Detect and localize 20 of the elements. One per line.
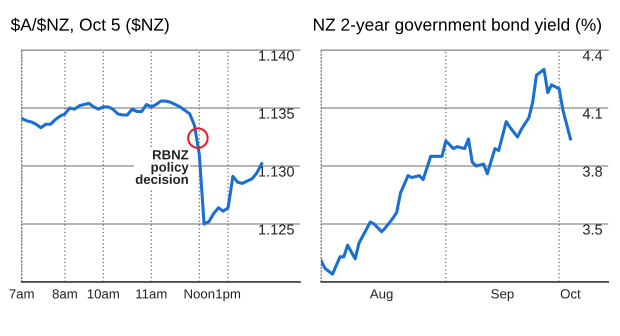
y-tick-label: 4.4	[582, 50, 602, 61]
x-tick-label: 1pm	[216, 289, 240, 302]
annotation: RBNZ policy decision	[136, 150, 189, 184]
x-tick-label: Aug	[370, 289, 392, 302]
y-tick-label: 1.140	[259, 50, 294, 61]
x-tick-label: 11am	[136, 289, 166, 299]
y-tick-label: 1.130	[259, 166, 294, 177]
y-tick-label: 1.135	[259, 108, 294, 119]
x-tick-label: Oct	[560, 289, 581, 299]
x-tick-label: Sep	[491, 289, 514, 302]
x-tick-label: 10am	[88, 289, 119, 299]
y-tick-label: 1.125	[259, 224, 294, 235]
chart-title: NZ 2-year government bond yield (%)	[314, 18, 601, 34]
x-tick-label: 7am	[10, 289, 34, 299]
chart-title: $A/$NZ, Oct 5 ($NZ)	[10, 18, 169, 34]
y-tick-label: 3.5	[582, 224, 602, 235]
x-tick-label: 8am	[52, 289, 77, 299]
y-tick-label: 4.1	[582, 108, 602, 119]
x-tick-label: Noon	[184, 289, 214, 299]
y-tick-label: 3.8	[582, 166, 602, 177]
